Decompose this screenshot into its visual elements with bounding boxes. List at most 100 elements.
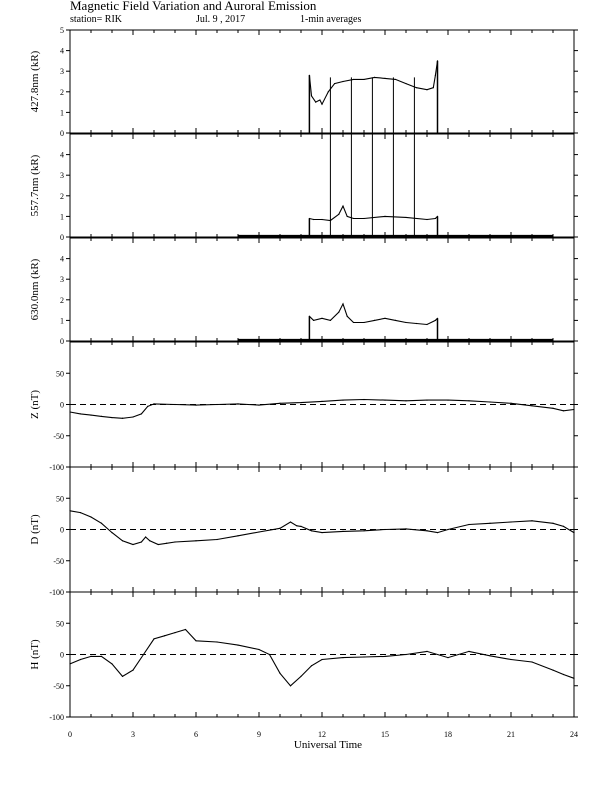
data-point-h-31: [531, 661, 533, 663]
data-point-d-24: [363, 530, 365, 532]
data-point-z-30: [573, 408, 575, 411]
data-point-557nm-8: [363, 217, 365, 220]
y-axis-title-630nm: 630.0nm (kR): [29, 258, 41, 320]
y-tick-label-h-2: -50: [53, 682, 64, 691]
y-tick-label-h-0: 50: [56, 619, 64, 628]
x-tick-label-5: 15: [381, 730, 389, 739]
data-point-427nm-7: [342, 80, 344, 83]
x-tick-label-6: 18: [444, 730, 452, 739]
data-point-h-15: [258, 648, 260, 651]
data-point-h-1: [79, 658, 82, 661]
data-point-557nm-11: [426, 218, 428, 221]
series-line-630nm-0: [309, 302, 438, 326]
data-point-d-0: [69, 510, 71, 512]
figure-title: Magnetic Field Variation and Auroral Emi…: [70, 0, 317, 13]
data-point-d-1: [79, 512, 82, 514]
data-point-h-24: [384, 655, 386, 657]
y-axis-title-427nm: 427.8nm (kR): [29, 50, 41, 112]
x-tick-label-4: 12: [318, 730, 326, 739]
data-point-427nm-14: [415, 87, 418, 89]
y-tick-label-427nm-3: 3: [60, 67, 64, 76]
data-point-d-30: [468, 523, 470, 526]
data-point-630nm-8: [363, 321, 365, 324]
x-tick-label-8: 24: [570, 730, 578, 739]
y-axis-title-d: D (nT): [29, 514, 41, 545]
y-tick-label-427nm-5: 5: [60, 26, 64, 35]
data-point-d-2: [90, 516, 92, 518]
data-point-d-15: [237, 535, 239, 537]
data-point-h-21: [321, 658, 323, 661]
data-point-d-17: [279, 527, 281, 529]
data-point-h-3: [100, 655, 103, 657]
y-tick-label-630nm-1: 1: [60, 316, 64, 325]
data-point-427nm-8: [352, 78, 355, 81]
x-tick-label-3: 9: [257, 730, 261, 739]
date-label: Jul. 9 , 2017: [196, 14, 245, 25]
data-point-d-10: [157, 543, 159, 546]
data-point-d-7: [140, 541, 142, 543]
data-point-h-26: [426, 650, 428, 652]
data-point-z-21: [405, 400, 407, 402]
data-point-d-20: [300, 525, 302, 527]
data-point-z-22: [426, 399, 428, 401]
data-point-h-33: [562, 673, 565, 676]
data-point-427nm-10: [373, 76, 376, 78]
data-point-d-4: [111, 532, 113, 534]
data-point-z-1: [79, 413, 82, 415]
data-point-630nm-10: [384, 317, 386, 319]
station-label: station= RIK: [70, 14, 123, 25]
y-tick-label-z-0: 50: [56, 369, 64, 378]
data-point-h-0: [69, 663, 71, 665]
data-point-d-5: [121, 540, 124, 542]
series-line-z-0: [69, 398, 575, 419]
data-point-d-12: [174, 541, 176, 543]
y-tick-label-427nm-0: 0: [60, 129, 64, 138]
panel-frame-427nm: [69, 29, 575, 134]
data-point-h-17: [279, 672, 281, 674]
data-point-557nm-6: [346, 215, 348, 217]
data-point-h-14: [237, 644, 239, 646]
data-point-630nm-12: [405, 321, 407, 324]
data-point-427nm-6: [334, 82, 336, 85]
data-point-427nm-3: [319, 99, 321, 101]
data-point-630nm-4: [338, 311, 340, 313]
data-point-d-13: [195, 540, 197, 542]
data-point-557nm-12: [434, 217, 436, 220]
data-point-630nm-13: [415, 322, 418, 325]
y-axis-title-557nm: 557.7nm (kR): [29, 154, 41, 216]
y-tick-label-427nm-1: 1: [60, 108, 64, 117]
data-point-h-22: [342, 657, 344, 659]
data-point-z-20: [384, 399, 386, 401]
series-line-427nm-0: [308, 60, 439, 106]
data-point-557nm-7: [352, 217, 355, 220]
data-point-d-9: [149, 540, 151, 542]
panel-frame-630nm: [69, 237, 575, 342]
data-point-630nm-9: [373, 319, 376, 321]
y-tick-label-d-3: -100: [49, 588, 64, 597]
data-point-d-31: [489, 522, 491, 524]
data-point-d-6: [132, 543, 134, 546]
x-tick-label-0: 0: [68, 730, 72, 739]
data-point-427nm-2: [315, 101, 317, 103]
y-tick-label-557nm-3: 3: [60, 171, 64, 180]
data-point-h-6: [132, 669, 134, 671]
series-line-557nm-0: [309, 204, 438, 222]
data-point-z-23: [447, 399, 449, 401]
data-point-z-24: [468, 400, 470, 402]
data-point-h-27: [447, 657, 449, 659]
x-tick-label-7: 21: [507, 730, 515, 739]
y-tick-label-557nm-2: 2: [60, 192, 64, 201]
y-tick-label-557nm-0: 0: [60, 233, 64, 242]
data-point-d-26: [405, 528, 407, 530]
data-point-z-28: [552, 407, 554, 409]
data-point-z-27: [531, 405, 533, 407]
data-point-z-2: [90, 414, 92, 416]
data-point-z-3: [100, 415, 103, 417]
data-point-h-16: [268, 653, 271, 656]
y-tick-label-h-1: 0: [60, 651, 64, 660]
y-tick-label-h-3: -100: [49, 713, 64, 722]
data-point-630nm-14: [426, 323, 428, 326]
data-point-d-11: [166, 542, 168, 544]
data-point-630nm-15: [434, 319, 436, 321]
